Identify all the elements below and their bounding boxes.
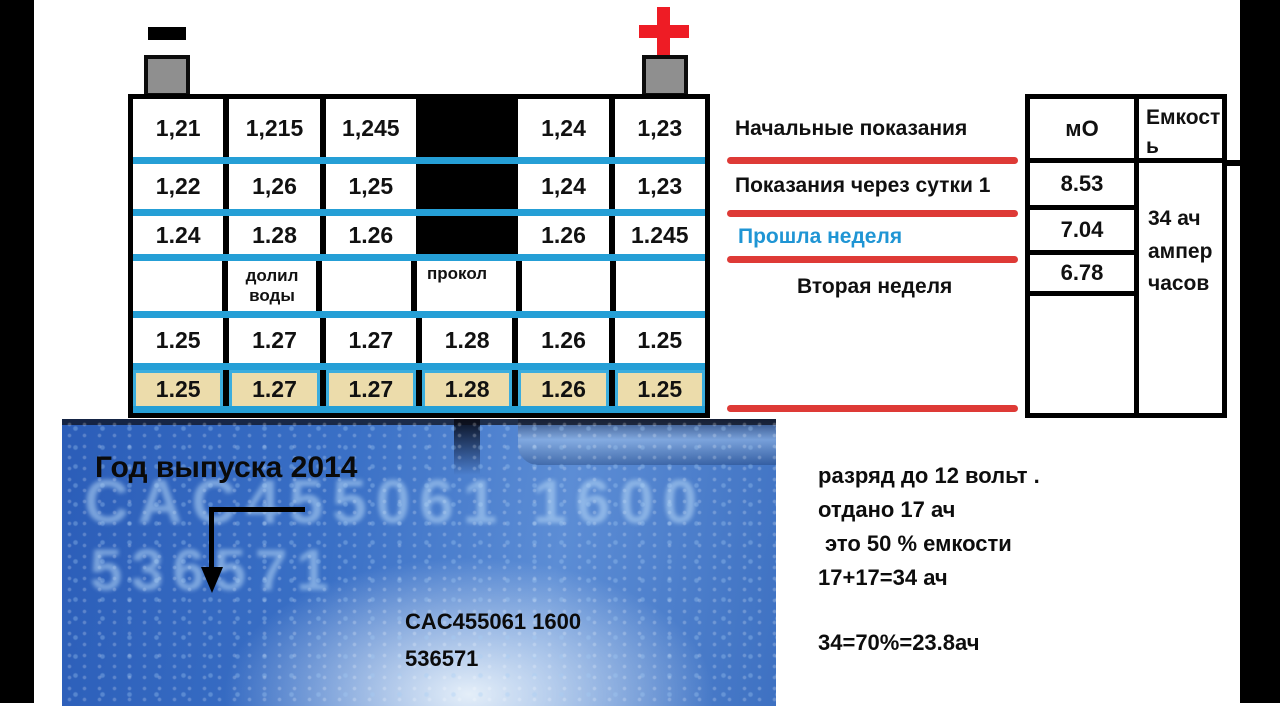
discharge-notes: разряд до 12 вольт . отдано 17 ач это 50…	[818, 459, 1198, 660]
battery-case-photo: CAC455061 1600 536571 Год выпуска 2014 C…	[62, 419, 776, 706]
pointer-line	[209, 507, 305, 512]
dead-cell	[421, 216, 513, 254]
note-line: отдано 17 ач	[818, 497, 956, 522]
density-cell: 1,24	[518, 99, 609, 157]
water-added-note: долил воды	[227, 261, 317, 311]
density-cell: 1.245	[614, 216, 705, 254]
density-cell: 1.26	[518, 318, 609, 363]
electrolyte-level-line	[133, 157, 705, 164]
case-code-text: CAC455061 1600 536571	[405, 603, 581, 677]
case-code-line1: CAC455061 1600	[405, 609, 582, 634]
note-line: 34=70%=23.8ач	[818, 630, 980, 655]
density-cell: 1.25	[614, 318, 705, 363]
puncture-note: прокол	[417, 261, 516, 311]
density-cell: 1.24	[133, 216, 224, 254]
dead-cell	[421, 164, 513, 209]
negative-post	[144, 55, 190, 97]
action-cell	[322, 261, 412, 311]
table-row-highlighted: 1.25 1.27 1.27 1.28 1.26 1.25	[133, 370, 705, 406]
note-line: разряд до 12 вольт .	[818, 463, 1040, 488]
action-cell	[521, 261, 611, 311]
final-density-cell: 1.27	[325, 370, 416, 406]
left-pillarbox-bar	[0, 0, 34, 703]
label-second-week: Вторая неделя	[797, 275, 953, 298]
red-marker-line	[727, 405, 1018, 412]
positive-post	[642, 55, 688, 97]
density-cell: 1.27	[229, 318, 320, 363]
density-cell: 1,215	[229, 99, 320, 157]
density-cell: 1,23	[614, 99, 705, 157]
table-row: 1,22 1,26 1,25 1,24 1,23	[133, 164, 705, 209]
plus-terminal-icon	[639, 25, 689, 38]
final-density-cell: 1.25	[133, 370, 224, 406]
density-cell: 1.26	[325, 216, 416, 254]
density-cell: 1,21	[133, 99, 224, 157]
density-cell: 1,23	[614, 164, 705, 209]
label-initial-readings: Начальные показания	[735, 117, 968, 140]
capacity-value: 34 ач ампер часов	[1139, 163, 1222, 413]
embossed-code: CAC455061 1600	[84, 468, 707, 537]
case-ridge	[518, 419, 776, 465]
density-cell: 1.28	[421, 318, 513, 363]
density-cell: 1.26	[518, 216, 609, 254]
red-marker-line	[727, 210, 1018, 217]
column-header-capacity: Емкость	[1139, 99, 1222, 158]
pointer-line	[209, 507, 214, 569]
density-cell: 1,24	[518, 164, 609, 209]
empty-cell	[1030, 296, 1134, 413]
year-of-manufacture-label: Год выпуска 2014	[95, 451, 358, 484]
battery-density-table: 1,21 1,215 1,245 1,24 1,23 1,22 1,26 1,2…	[128, 94, 710, 418]
table-row: долил воды прокол	[133, 261, 706, 311]
electrolyte-level-line	[133, 406, 705, 413]
case-top-edge	[62, 419, 776, 425]
electrolyte-level-line	[133, 363, 705, 370]
table-row: 1.24 1.28 1.26 1.26 1.245	[133, 216, 705, 254]
resistance-value: 7.04	[1030, 210, 1134, 250]
table-border-tick	[1227, 160, 1240, 166]
electrolyte-level-line	[133, 311, 705, 318]
final-density-cell: 1.28	[421, 370, 513, 406]
note-line: это 50 % емкости	[825, 531, 1012, 556]
note-line: 17+17=34 ач	[818, 565, 948, 590]
density-cell: 1.25	[133, 318, 224, 363]
column-header-mo: мО	[1030, 99, 1134, 158]
electrolyte-level-line	[133, 254, 705, 261]
arrow-down-icon	[201, 567, 223, 593]
minus-terminal-icon	[148, 27, 186, 40]
label-week-passed: Прошла неделя	[738, 225, 903, 248]
action-cell	[133, 261, 222, 311]
electrolyte-level-line	[133, 209, 705, 216]
dead-cell	[421, 99, 513, 157]
action-cell	[616, 261, 706, 311]
final-density-cell: 1.26	[518, 370, 609, 406]
final-density-cell: 1.25	[614, 370, 705, 406]
density-cell: 1,25	[325, 164, 416, 209]
density-cell: 1,26	[229, 164, 320, 209]
red-marker-line	[727, 157, 1018, 164]
resistance-value: 8.53	[1030, 163, 1134, 205]
density-cell: 1,22	[133, 164, 224, 209]
resistance-value: 6.78	[1030, 255, 1134, 291]
red-marker-line	[727, 256, 1018, 263]
resistance-column: мО 8.53 7.04 6.78	[1030, 99, 1134, 413]
final-density-cell: 1.27	[229, 370, 320, 406]
density-cell: 1.28	[229, 216, 320, 254]
density-cell: 1.27	[325, 318, 416, 363]
case-groove	[454, 419, 480, 475]
case-code-line2: 536571	[405, 646, 479, 671]
right-pillarbox-bar	[1240, 0, 1280, 703]
density-cell: 1,245	[325, 99, 416, 157]
resistance-capacity-table: мО 8.53 7.04 6.78 Емкость 34 ач ампер ча…	[1025, 94, 1227, 418]
table-row: 1,21 1,215 1,245 1,24 1,23	[133, 99, 705, 157]
label-after-day-readings: Показания через сутки 1	[735, 174, 991, 197]
table-row: 1.25 1.27 1.27 1.28 1.26 1.25	[133, 318, 705, 363]
capacity-column: Емкость 34 ач ампер часов	[1139, 99, 1222, 413]
